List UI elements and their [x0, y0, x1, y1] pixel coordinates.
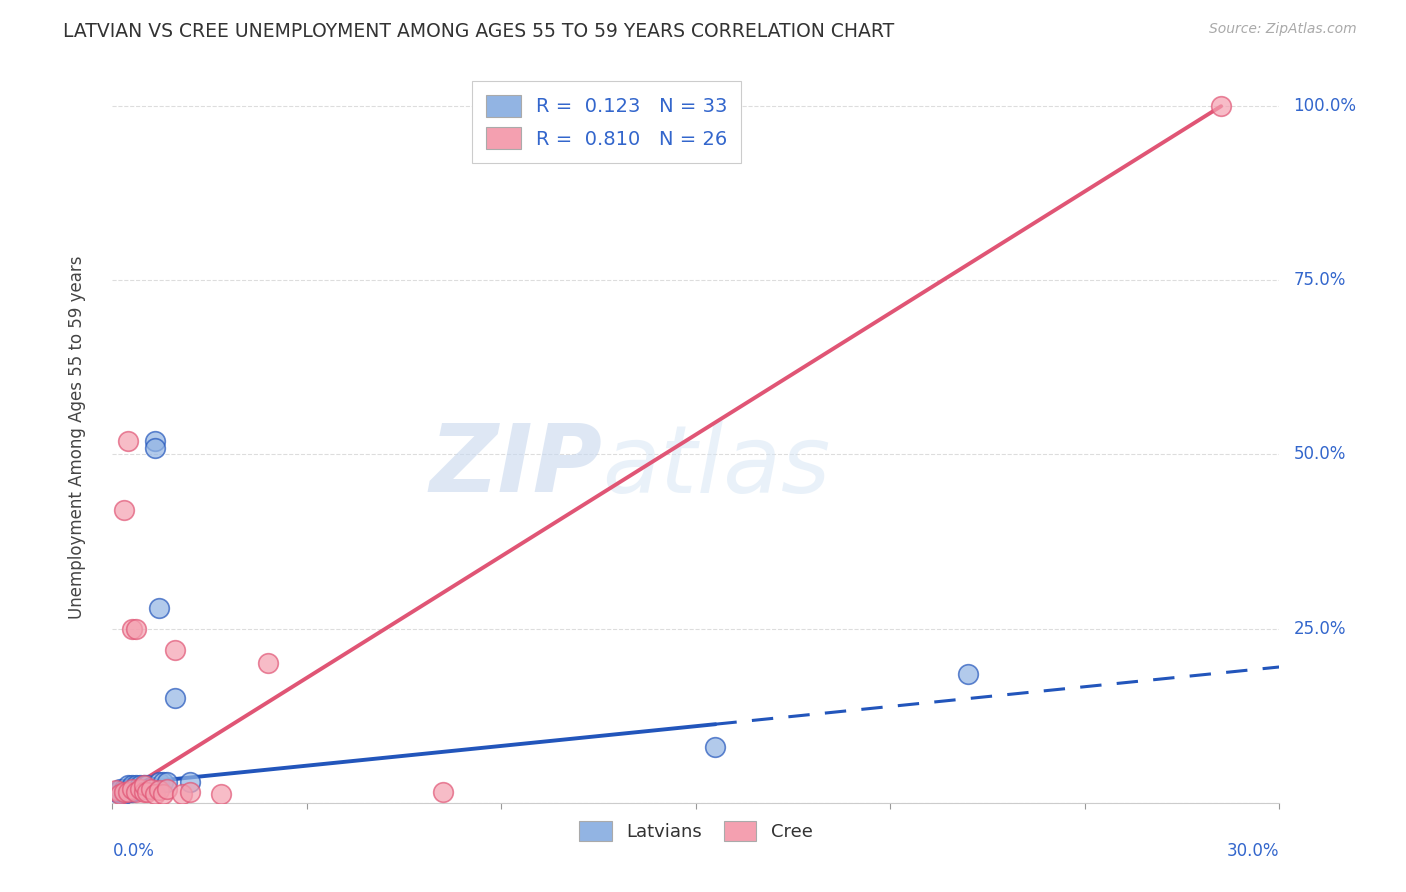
Point	[163, 691, 186, 706]
Point	[117, 778, 139, 792]
Text: ZIP: ZIP	[430, 420, 603, 512]
Point	[121, 785, 143, 799]
Y-axis label: Unemployment Among Ages 55 to 59 years: Unemployment Among Ages 55 to 59 years	[67, 255, 86, 619]
Text: atlas: atlas	[603, 421, 831, 512]
Point	[110, 781, 132, 796]
Point	[105, 785, 128, 799]
Point	[132, 785, 155, 799]
Point	[136, 778, 159, 792]
Point	[112, 781, 135, 796]
Text: 100.0%: 100.0%	[1294, 97, 1357, 115]
Point	[179, 785, 201, 799]
Point	[432, 785, 454, 799]
Point	[172, 788, 194, 802]
Point	[132, 781, 155, 796]
Point	[125, 780, 148, 795]
Point	[112, 788, 135, 802]
Point	[121, 622, 143, 636]
Point	[121, 781, 143, 796]
Point	[128, 781, 150, 796]
Point	[125, 778, 148, 792]
Point	[105, 783, 128, 797]
Point	[143, 788, 166, 802]
Text: 25.0%: 25.0%	[1294, 620, 1346, 638]
Point	[156, 775, 179, 789]
Point	[125, 783, 148, 797]
Point	[141, 781, 163, 796]
Point	[128, 778, 150, 792]
Legend: Latvians, Cree: Latvians, Cree	[572, 814, 820, 848]
Text: LATVIAN VS CREE UNEMPLOYMENT AMONG AGES 55 TO 59 YEARS CORRELATION CHART: LATVIAN VS CREE UNEMPLOYMENT AMONG AGES …	[63, 22, 894, 41]
Point	[132, 778, 155, 792]
Text: 50.0%: 50.0%	[1294, 445, 1346, 464]
Point	[141, 780, 163, 795]
Point	[156, 781, 179, 796]
Point	[121, 778, 143, 792]
Point	[117, 434, 139, 448]
Text: Source: ZipAtlas.com: Source: ZipAtlas.com	[1209, 22, 1357, 37]
Point	[121, 783, 143, 797]
Point	[121, 780, 143, 795]
Text: 30.0%: 30.0%	[1227, 842, 1279, 860]
Point	[152, 775, 174, 789]
Point	[112, 785, 135, 799]
Text: 0.0%: 0.0%	[112, 842, 155, 860]
Point	[117, 785, 139, 799]
Point	[136, 785, 159, 799]
Point	[179, 775, 201, 789]
Point	[704, 740, 727, 755]
Point	[125, 785, 148, 799]
Text: 75.0%: 75.0%	[1294, 271, 1346, 289]
Point	[1209, 99, 1232, 113]
Point	[148, 600, 170, 615]
Point	[117, 785, 139, 799]
Point	[117, 781, 139, 796]
Point	[128, 781, 150, 796]
Point	[257, 657, 280, 671]
Point	[143, 441, 166, 455]
Point	[209, 788, 232, 802]
Point	[136, 781, 159, 796]
Point	[148, 775, 170, 789]
Point	[132, 778, 155, 792]
Point	[163, 642, 186, 657]
Point	[112, 503, 135, 517]
Point	[152, 788, 174, 802]
Point	[957, 667, 980, 681]
Point	[143, 434, 166, 448]
Point	[110, 788, 132, 802]
Point	[110, 785, 132, 799]
Point	[112, 785, 135, 799]
Point	[125, 622, 148, 636]
Point	[148, 783, 170, 797]
